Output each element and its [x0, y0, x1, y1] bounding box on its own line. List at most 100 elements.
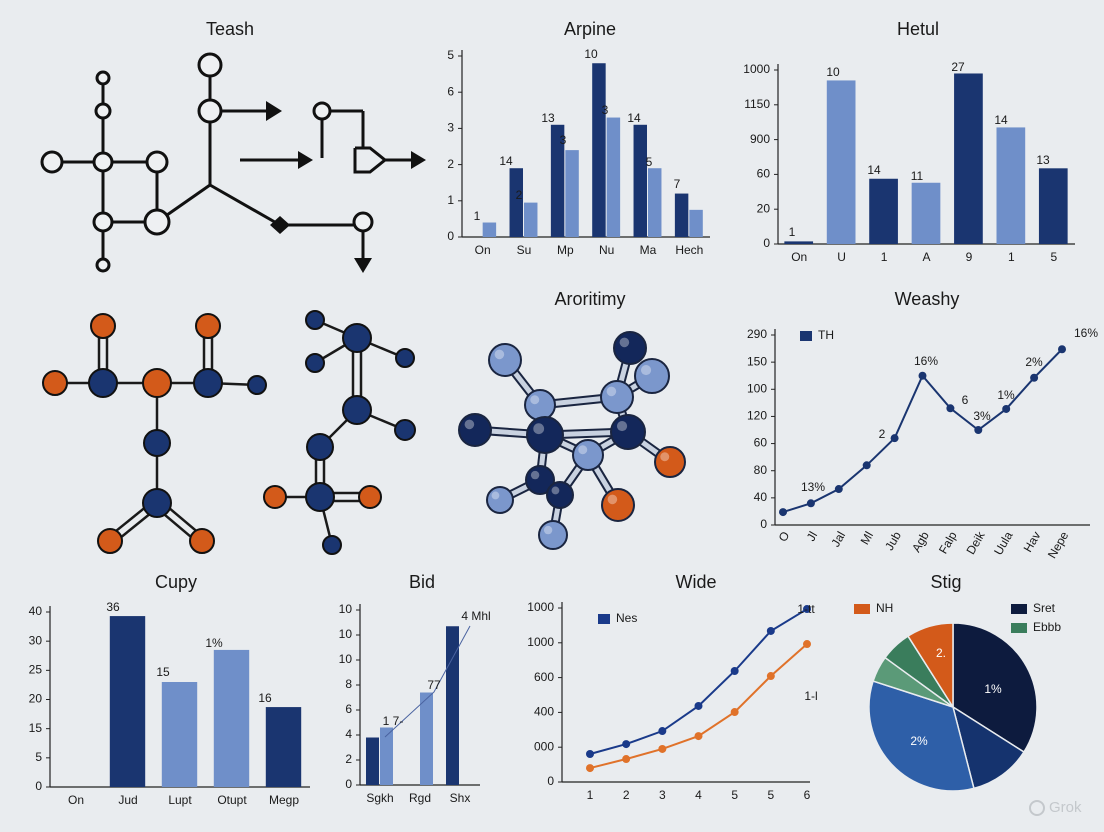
annotation: 15 [156, 665, 170, 679]
pie-slice [906, 622, 954, 710]
bar [109, 616, 146, 787]
point [730, 708, 739, 717]
annotation: 1% [984, 682, 1002, 696]
atom-shine [660, 452, 670, 462]
annotation: 14 [627, 111, 641, 125]
watermark: Grok [1049, 799, 1082, 816]
atom [193, 368, 223, 398]
chart-title: Hetul [897, 19, 939, 39]
node [197, 98, 223, 124]
annotation: 2 [879, 427, 886, 441]
arrow-head [266, 101, 282, 121]
x-tick-label: 5 [1050, 250, 1057, 264]
diagram-title: Teash [206, 19, 254, 39]
node [197, 52, 223, 78]
x-tick-label: 4 [695, 788, 702, 802]
annotation: 5 [646, 155, 653, 169]
bar [446, 626, 459, 785]
y-tick-label: 290 [747, 327, 767, 341]
point [803, 605, 811, 614]
x-tick-label: Jal [828, 529, 848, 549]
point [1058, 345, 1066, 354]
atom-shine [606, 386, 617, 397]
bar [524, 202, 538, 237]
bar [633, 124, 647, 237]
bar [565, 150, 579, 237]
x-tick-label: Jud [118, 793, 137, 807]
point [862, 461, 871, 470]
atom-shine [530, 470, 540, 480]
chart-title: Stig [930, 572, 961, 592]
y-tick-label: 600 [534, 670, 554, 684]
annotation: 14 [867, 163, 881, 177]
legend-swatch [854, 604, 870, 614]
point [622, 755, 631, 764]
y-tick-label: 0 [447, 229, 454, 243]
atom [88, 368, 118, 398]
bar [689, 209, 703, 237]
arrow-head [411, 151, 426, 169]
annotation: 16 [258, 691, 272, 705]
atom [486, 486, 514, 514]
y-tick-label: 25 [29, 663, 43, 677]
annotation: 13% [801, 480, 825, 494]
x-tick-label: 9 [966, 250, 973, 264]
x-tick-label: Otupt [217, 793, 247, 807]
arrow-head [298, 151, 313, 169]
y-tick-label: 2 [345, 752, 352, 766]
x-tick-label: 6 [804, 788, 811, 802]
point [586, 749, 594, 758]
y-tick-label: 20 [757, 201, 771, 215]
bar [869, 178, 898, 244]
legend-swatch [598, 614, 610, 624]
atom [97, 528, 123, 554]
bar [366, 737, 379, 785]
atom [263, 485, 287, 509]
y-tick-label: 000 [534, 739, 554, 753]
atom [488, 343, 522, 377]
node [352, 211, 374, 233]
atom-shine [464, 419, 475, 430]
y-tick-label: 120 [747, 409, 767, 423]
annotation: 36 [106, 600, 120, 614]
x-tick-label: On [68, 793, 84, 807]
y-tick-label: 2 [447, 157, 454, 171]
atom-shine [607, 494, 618, 505]
x-tick-label: Shx [450, 791, 471, 805]
atom-shine [619, 337, 630, 348]
x-tick-label: 1 [1008, 250, 1015, 264]
atom [394, 419, 416, 441]
bar [996, 127, 1026, 244]
node [94, 102, 112, 120]
annotation: 14 [994, 113, 1008, 127]
atom [342, 323, 372, 353]
point [890, 434, 899, 443]
point [803, 640, 811, 649]
chart-title: Bid [409, 572, 435, 592]
point [658, 744, 667, 753]
bar [1038, 168, 1068, 244]
y-tick-label: 40 [29, 604, 43, 618]
bar [213, 649, 250, 787]
annotation: 16% [1074, 326, 1098, 340]
point [946, 404, 955, 413]
pie-slice [868, 680, 975, 792]
node [145, 150, 169, 174]
atom-shine [494, 349, 505, 360]
point [694, 732, 703, 741]
node [312, 101, 332, 121]
x-tick-label: Lupt [168, 793, 192, 807]
legend-label: Nes [616, 611, 637, 625]
atom [143, 429, 171, 457]
point [586, 764, 594, 773]
y-tick-label: 150 [747, 354, 767, 368]
point [779, 508, 787, 517]
annotation: 1-l [804, 689, 817, 703]
diagram-title: Aroritimy [555, 289, 626, 309]
bar [606, 117, 621, 237]
legend-label: Sret [1033, 601, 1056, 615]
annotation: 1 [789, 225, 796, 239]
atom [358, 485, 382, 509]
atom-shine [533, 423, 545, 435]
point [730, 666, 739, 675]
